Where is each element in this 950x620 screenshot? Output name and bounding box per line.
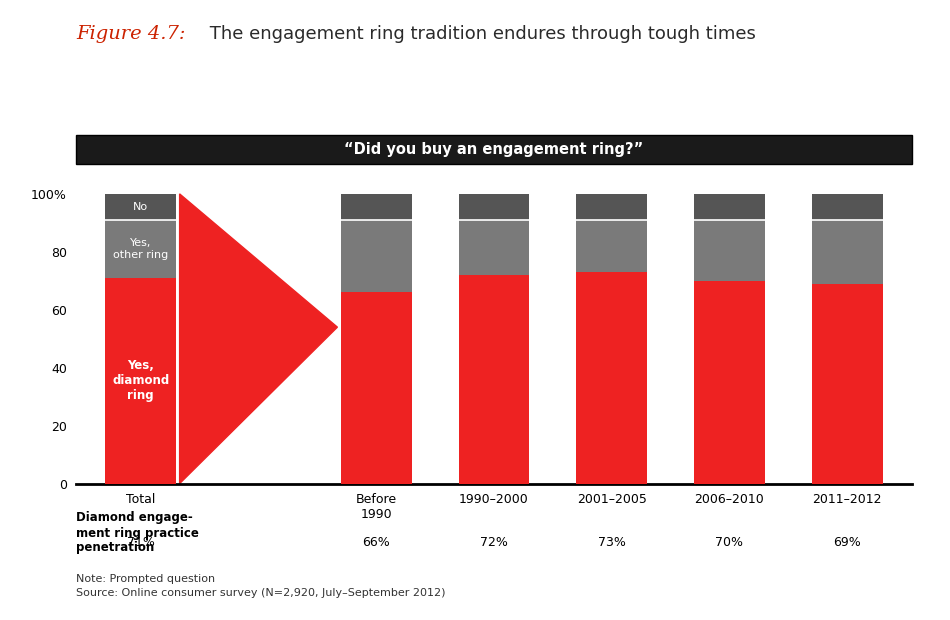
Text: “Did you buy an engagement ring?”: “Did you buy an engagement ring?”: [344, 142, 644, 157]
Bar: [341, 293, 411, 484]
Text: Figure 4.7:: Figure 4.7:: [76, 25, 185, 43]
Bar: [812, 194, 883, 220]
Bar: [105, 278, 176, 484]
Bar: [459, 275, 529, 484]
Bar: [694, 220, 765, 281]
Bar: [812, 284, 883, 484]
Bar: [105, 194, 176, 220]
Text: No: No: [133, 202, 148, 212]
Text: 70%: 70%: [715, 536, 744, 549]
Bar: [694, 281, 765, 484]
Text: Note: Prompted question: Note: Prompted question: [76, 574, 215, 583]
Text: Yes,
diamond
ring: Yes, diamond ring: [112, 359, 169, 402]
Text: 69%: 69%: [833, 536, 861, 549]
Bar: [341, 194, 411, 220]
Text: Yes,
other ring: Yes, other ring: [113, 238, 168, 260]
Bar: [459, 220, 529, 275]
Text: The engagement ring tradition endures through tough times: The engagement ring tradition endures th…: [204, 25, 756, 43]
Bar: [577, 220, 647, 272]
Bar: [341, 220, 411, 293]
Bar: [812, 220, 883, 284]
Polygon shape: [180, 194, 337, 484]
Bar: [459, 194, 529, 220]
Bar: [577, 272, 647, 484]
Text: 71%: 71%: [126, 536, 155, 549]
Text: 73%: 73%: [598, 536, 626, 549]
Text: Percent of respondents: Percent of respondents: [76, 152, 213, 165]
Text: Source: Online consumer survey (N=2,920, July–September 2012): Source: Online consumer survey (N=2,920,…: [76, 588, 446, 598]
Bar: [577, 194, 647, 220]
Text: 66%: 66%: [362, 536, 390, 549]
Bar: [105, 220, 176, 278]
Bar: [694, 194, 765, 220]
Text: Diamond engage-
ment ring practice
penetration: Diamond engage- ment ring practice penet…: [76, 512, 199, 554]
Text: 72%: 72%: [480, 536, 508, 549]
